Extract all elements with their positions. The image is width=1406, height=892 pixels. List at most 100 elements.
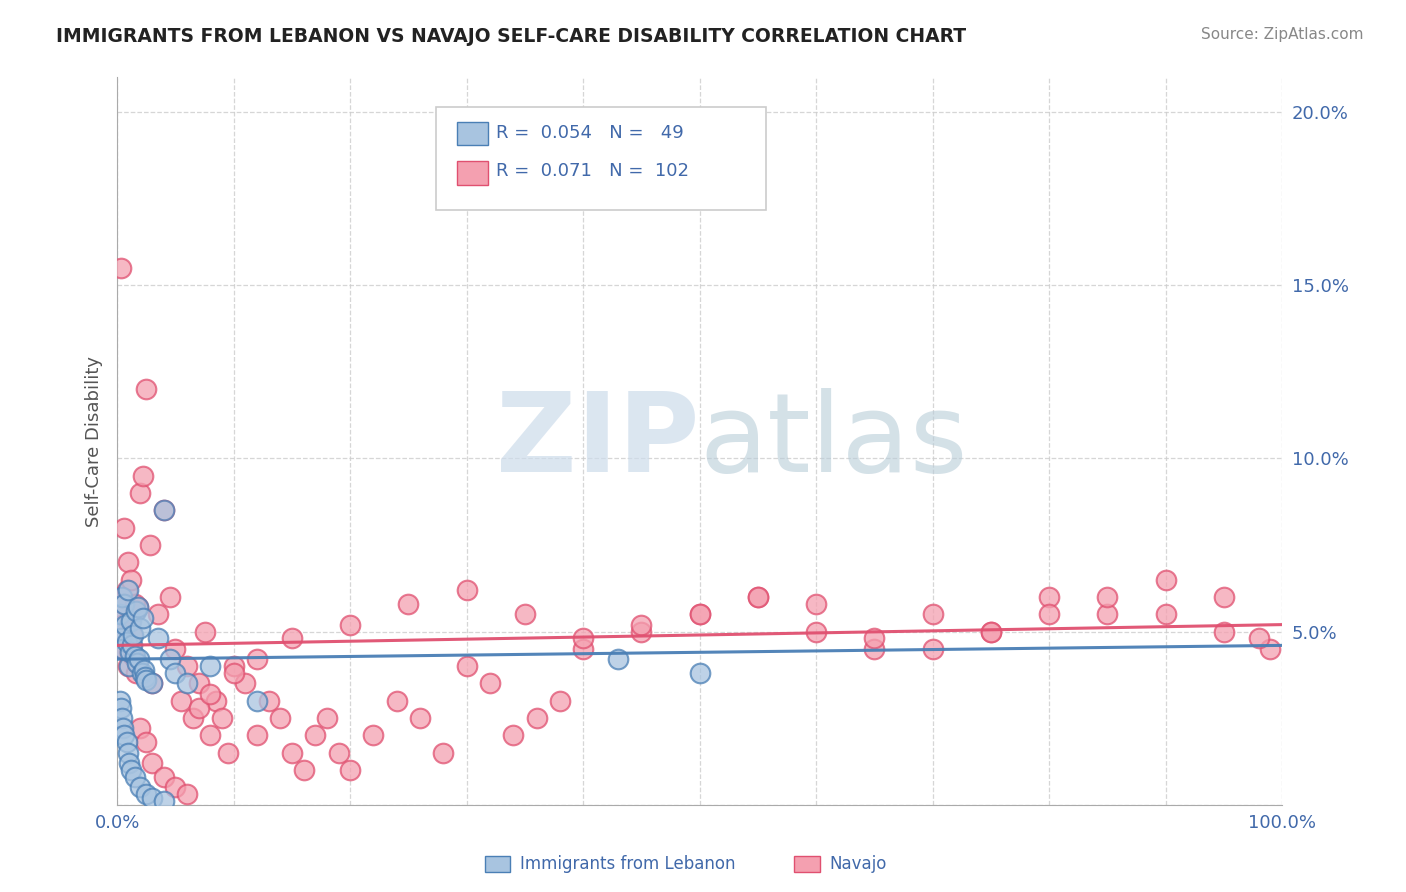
- Point: [246, 652, 269, 666]
- Point: [980, 624, 1002, 639]
- Point: [120, 639, 142, 653]
- Point: [363, 728, 385, 742]
- Point: [396, 597, 419, 611]
- Point: [233, 676, 256, 690]
- Point: [108, 607, 131, 622]
- Text: Immigrants from Lebanon: Immigrants from Lebanon: [520, 855, 735, 873]
- Point: [107, 624, 129, 639]
- Point: [689, 607, 711, 622]
- Point: [146, 632, 169, 646]
- Point: [1212, 624, 1234, 639]
- Point: [222, 659, 245, 673]
- Point: [127, 600, 149, 615]
- Point: [152, 770, 174, 784]
- Text: R =  0.071   N =  102: R = 0.071 N = 102: [496, 162, 689, 180]
- Point: [1038, 607, 1060, 622]
- Point: [409, 711, 432, 725]
- Point: [159, 590, 181, 604]
- Point: [111, 590, 134, 604]
- Point: [125, 604, 148, 618]
- Point: [176, 676, 198, 690]
- Point: [111, 617, 134, 632]
- Point: [114, 624, 136, 639]
- Point: [134, 669, 156, 683]
- Point: [141, 676, 163, 690]
- Point: [526, 711, 548, 725]
- Point: [432, 746, 454, 760]
- Point: [110, 260, 132, 275]
- Point: [135, 735, 157, 749]
- Point: [120, 614, 142, 628]
- Point: [118, 756, 141, 771]
- Point: [118, 645, 141, 659]
- Point: [114, 617, 136, 632]
- Point: [127, 600, 149, 615]
- Text: IMMIGRANTS FROM LEBANON VS NAVAJO SELF-CARE DISABILITY CORRELATION CHART: IMMIGRANTS FROM LEBANON VS NAVAJO SELF-C…: [56, 27, 966, 45]
- Point: [121, 639, 143, 653]
- Point: [456, 659, 478, 673]
- Point: [135, 382, 157, 396]
- Point: [135, 787, 157, 801]
- Point: [548, 694, 571, 708]
- Point: [170, 694, 193, 708]
- Point: [181, 711, 204, 725]
- Point: [124, 604, 146, 618]
- Point: [131, 666, 153, 681]
- Point: [117, 555, 139, 569]
- Point: [200, 659, 222, 673]
- Point: [205, 694, 228, 708]
- Point: [111, 641, 134, 656]
- Point: [921, 607, 943, 622]
- Point: [128, 652, 150, 666]
- Point: [115, 635, 138, 649]
- Point: [211, 711, 233, 725]
- Point: [747, 590, 769, 604]
- Point: [112, 597, 135, 611]
- Y-axis label: Self-Care Disability: Self-Care Disability: [86, 356, 103, 526]
- Point: [141, 790, 163, 805]
- Point: [111, 722, 134, 736]
- Point: [115, 735, 138, 749]
- Point: [328, 746, 350, 760]
- Point: [120, 573, 142, 587]
- Point: [804, 624, 827, 639]
- Point: [125, 656, 148, 670]
- Point: [132, 663, 155, 677]
- Point: [1154, 573, 1177, 587]
- Point: [110, 700, 132, 714]
- Point: [176, 787, 198, 801]
- Point: [478, 676, 501, 690]
- Point: [129, 486, 152, 500]
- Point: [107, 607, 129, 622]
- Point: [125, 656, 148, 670]
- Point: [222, 666, 245, 681]
- Point: [141, 756, 163, 771]
- Point: [193, 624, 215, 639]
- Point: [315, 711, 337, 725]
- Point: [269, 711, 291, 725]
- Point: [339, 617, 361, 632]
- Point: [257, 694, 280, 708]
- Point: [112, 521, 135, 535]
- Point: [217, 746, 239, 760]
- Point: [110, 632, 132, 646]
- Point: [1097, 607, 1119, 622]
- Point: [146, 607, 169, 622]
- Point: [165, 641, 187, 656]
- Point: [1097, 590, 1119, 604]
- Point: [292, 763, 315, 777]
- Point: [122, 648, 145, 663]
- Point: [117, 582, 139, 597]
- Text: Source: ZipAtlas.com: Source: ZipAtlas.com: [1201, 27, 1364, 42]
- Point: [689, 607, 711, 622]
- Point: [921, 641, 943, 656]
- Point: [200, 687, 222, 701]
- Text: Navajo: Navajo: [830, 855, 887, 873]
- Point: [112, 597, 135, 611]
- Point: [165, 780, 187, 795]
- Point: [125, 666, 148, 681]
- Point: [689, 666, 711, 681]
- Point: [110, 632, 132, 646]
- Point: [132, 468, 155, 483]
- Point: [165, 666, 187, 681]
